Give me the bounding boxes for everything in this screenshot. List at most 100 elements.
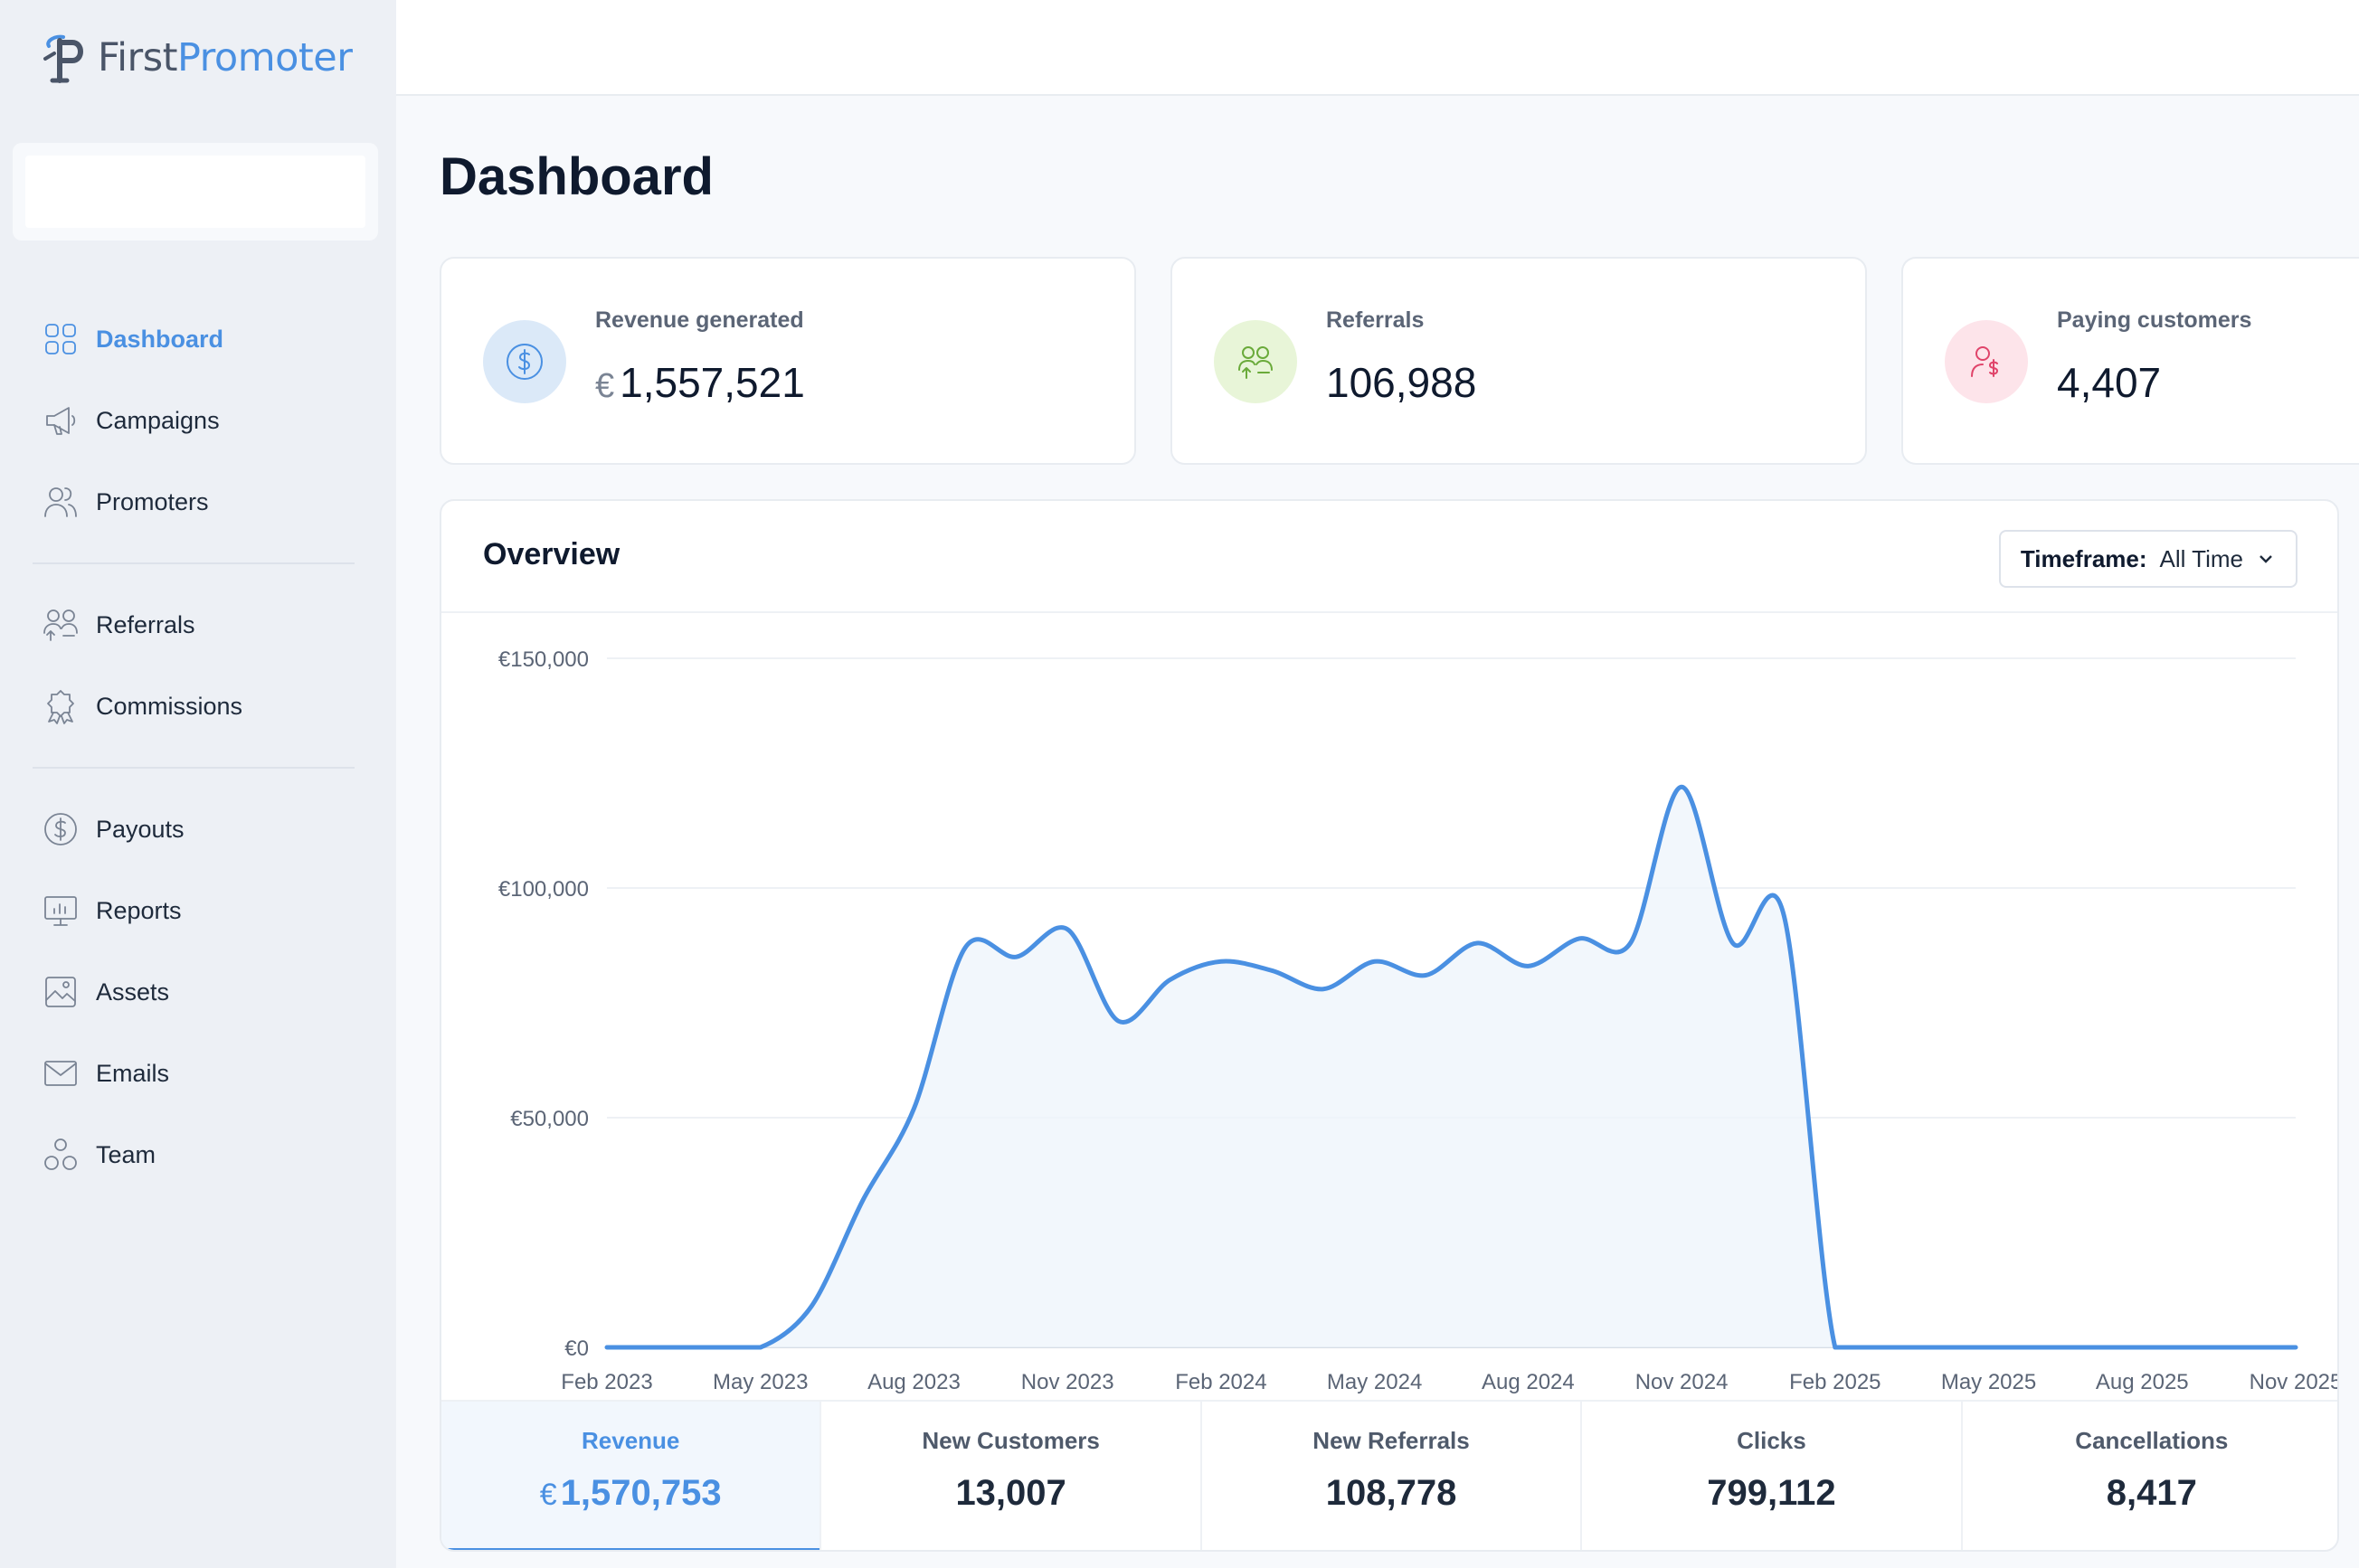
sidebar-item-payouts[interactable]: Payouts — [0, 789, 396, 870]
metric-label: New Customers — [922, 1427, 1100, 1454]
timeframe-label: Timeframe: — [2020, 544, 2147, 572]
sidebar-item-team[interactable]: Team — [0, 1114, 396, 1195]
workspace-selector[interactable] — [13, 143, 378, 241]
sidebar-item-label: Team — [96, 1140, 156, 1168]
referrals-icon — [43, 609, 78, 641]
stat-value: €1,557,521 — [595, 358, 805, 407]
sidebar-item-label: Payouts — [96, 815, 185, 843]
chevron-down-icon — [2260, 555, 2272, 563]
overview-panel: Overview Timeframe: All Time €0 €50,000 €1… — [440, 499, 2339, 1552]
sidebar-item-promoters[interactable]: Promoters — [0, 461, 396, 543]
stat-value: 4,407 — [2057, 358, 2161, 407]
stat-icon-bg — [483, 320, 566, 403]
megaphone-icon — [46, 407, 76, 435]
sidebar-item-label: Campaigns — [96, 406, 220, 434]
x-tick-label: Nov 2024 — [1635, 1370, 1729, 1394]
stat-number: 106,988 — [1326, 359, 1477, 406]
revenue-area-fill — [607, 787, 2296, 1347]
overview-area-chart[interactable]: €0 €50,000 €100,000 €150,000 Feb 2023 May 202… — [441, 613, 2339, 1400]
envelope-icon — [44, 1061, 77, 1086]
x-tick-label: Aug 2025 — [2096, 1370, 2189, 1394]
stat-label: Referrals — [1326, 307, 1425, 333]
workspace-selector-field[interactable] — [25, 156, 365, 228]
stat-card-referrals: Referrals 106,988 — [1170, 257, 1867, 465]
logo[interactable]: FirstPromoter — [36, 22, 353, 94]
x-tick-label: Feb 2024 — [1175, 1370, 1266, 1394]
stat-card-paying-customers: Paying customers 4,407 — [1901, 257, 2359, 465]
y-tick-label: €100,000 — [498, 877, 589, 902]
first-promoter-logo-icon — [43, 34, 83, 83]
x-tick-label: May 2025 — [1941, 1370, 2036, 1394]
x-tick-label: Feb 2023 — [561, 1370, 652, 1394]
sidebar-item-label: Commissions — [96, 692, 243, 720]
currency-symbol: € — [595, 367, 615, 405]
sidebar-item-label: Dashboard — [96, 325, 224, 353]
sidebar-item-campaigns[interactable]: Campaigns — [0, 380, 396, 461]
x-tick-label: May 2023 — [713, 1370, 808, 1394]
metric-value: 799,112 — [1707, 1473, 1836, 1513]
sidebar-item-emails[interactable]: Emails — [0, 1033, 396, 1114]
revenue-series-line — [604, 784, 2298, 1350]
metric-tab-new-customers[interactable]: New Customers 13,007 — [819, 1402, 1199, 1550]
x-tick-label: Aug 2023 — [867, 1370, 961, 1394]
metrics-tabs: Revenue €1,570,753 New Customers 13,007 … — [441, 1400, 2337, 1550]
x-tick-label: May 2024 — [1327, 1370, 1422, 1394]
stat-icon-bg — [1214, 320, 1297, 403]
nav-divider — [33, 562, 355, 564]
metric-value: 13,007 — [955, 1473, 1066, 1513]
top-bar — [396, 0, 2359, 96]
sidebar-item-reports[interactable]: Reports — [0, 870, 396, 951]
sidebar-item-label: Assets — [96, 978, 170, 1006]
metric-tab-revenue[interactable]: Revenue €1,570,753 — [441, 1402, 820, 1550]
sidebar-item-referrals[interactable]: Referrals — [0, 584, 396, 666]
x-tick-label: Feb 2025 — [1789, 1370, 1881, 1394]
dollar-circle-icon — [44, 813, 77, 845]
metric-label: Cancellations — [2075, 1427, 2229, 1454]
metric-value: 108,778 — [1325, 1473, 1457, 1513]
sidebar-item-label: Emails — [96, 1059, 170, 1087]
stat-value: 106,988 — [1326, 358, 1476, 407]
timeframe-value: All Time — [2159, 544, 2243, 572]
image-icon — [45, 977, 76, 1007]
stat-label: Paying customers — [2057, 307, 2252, 333]
y-tick-label: €50,000 — [510, 1107, 589, 1131]
stat-label: Revenue generated — [595, 307, 804, 333]
metric-value: 8,417 — [2106, 1473, 2197, 1513]
x-tick-label: Aug 2024 — [1482, 1370, 1575, 1394]
metric-label: Clicks — [1737, 1427, 1806, 1454]
timeframe-dropdown[interactable]: Timeframe: All Time — [1998, 530, 2297, 588]
metric-label: Revenue — [582, 1427, 680, 1454]
metric-label: New Referrals — [1312, 1427, 1470, 1454]
metric-number: 1,570,753 — [560, 1473, 722, 1513]
award-icon — [47, 690, 74, 724]
sidebar-nav: Dashboard Campaigns Promoters Referrals — [0, 298, 396, 1195]
page-title: Dashboard — [440, 147, 714, 206]
metric-tab-clicks[interactable]: Clicks 799,112 — [1580, 1402, 1960, 1550]
sidebar-item-label: Referrals — [96, 610, 195, 638]
y-tick-label: €0 — [564, 1337, 589, 1361]
x-tick-label: Nov 2023 — [1021, 1370, 1114, 1394]
sidebar-item-label: Promoters — [96, 487, 209, 515]
presentation-chart-icon — [44, 896, 77, 926]
sidebar-item-label: Reports — [96, 896, 182, 924]
stat-icon-bg — [1945, 320, 2028, 403]
logo-text: FirstPromoter — [98, 35, 353, 80]
dashboard-grid-icon — [45, 324, 76, 354]
overview-title: Overview — [483, 537, 621, 571]
sidebar-item-assets[interactable]: Assets — [0, 951, 396, 1033]
y-tick-label: €150,000 — [498, 647, 589, 672]
referrals-icon — [1238, 346, 1273, 379]
sidebar-item-commissions[interactable]: Commissions — [0, 666, 396, 747]
metric-value: €1,570,753 — [441, 1473, 819, 1514]
stat-number: 1,557,521 — [620, 359, 805, 406]
metric-tab-cancellations[interactable]: Cancellations 8,417 — [1960, 1402, 2337, 1550]
metric-tab-new-referrals[interactable]: New Referrals 108,778 — [1199, 1402, 1580, 1550]
nav-divider — [33, 767, 355, 769]
x-tick-label: Nov 2025 — [2250, 1370, 2339, 1394]
sidebar: FirstPromoter Dashboard Campaigns Promot… — [0, 0, 396, 1568]
dollar-circle-icon — [507, 344, 543, 380]
currency-symbol: € — [539, 1478, 557, 1512]
overview-header-divider — [441, 611, 2337, 613]
stat-card-revenue: Revenue generated €1,557,521 — [440, 257, 1136, 465]
sidebar-item-dashboard[interactable]: Dashboard — [0, 298, 396, 380]
